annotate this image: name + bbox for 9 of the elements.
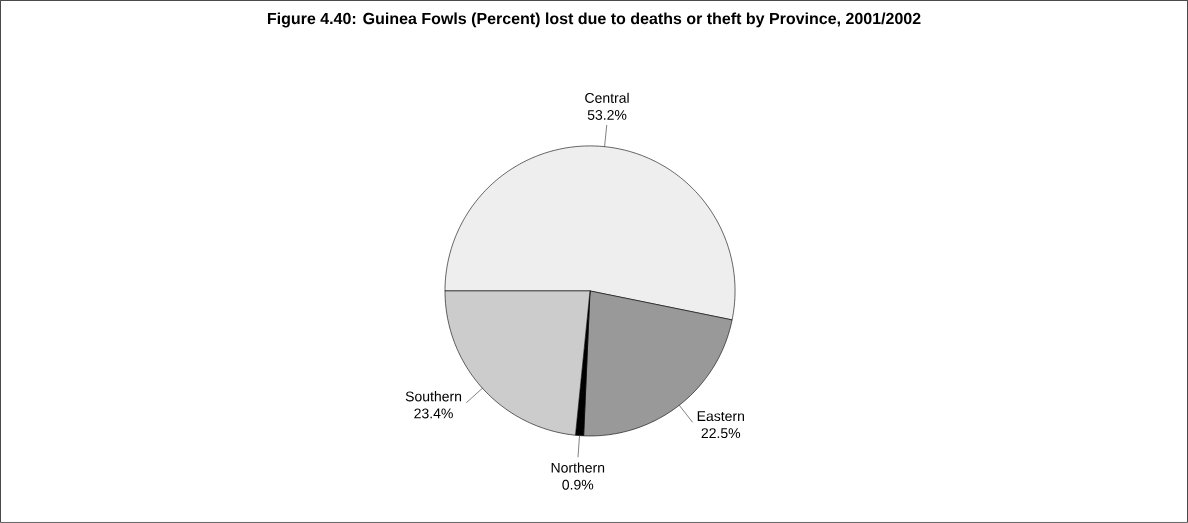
data-label: 0.9% [562, 479, 594, 490]
data-label: 22.5% [701, 428, 741, 439]
slice-label: Southern [405, 391, 462, 402]
slice-label: Eastern [697, 411, 744, 422]
data-label: 23.4% [414, 408, 453, 419]
slice-label: Central [585, 92, 629, 103]
chart-title: Figure 4.40: Guinea Fowls (Percent) lost due to deaths or theft by Province, 2001/2002 [267, 12, 921, 28]
slice-label: Northern [551, 462, 605, 473]
data-label: 53.2% [587, 110, 627, 120]
